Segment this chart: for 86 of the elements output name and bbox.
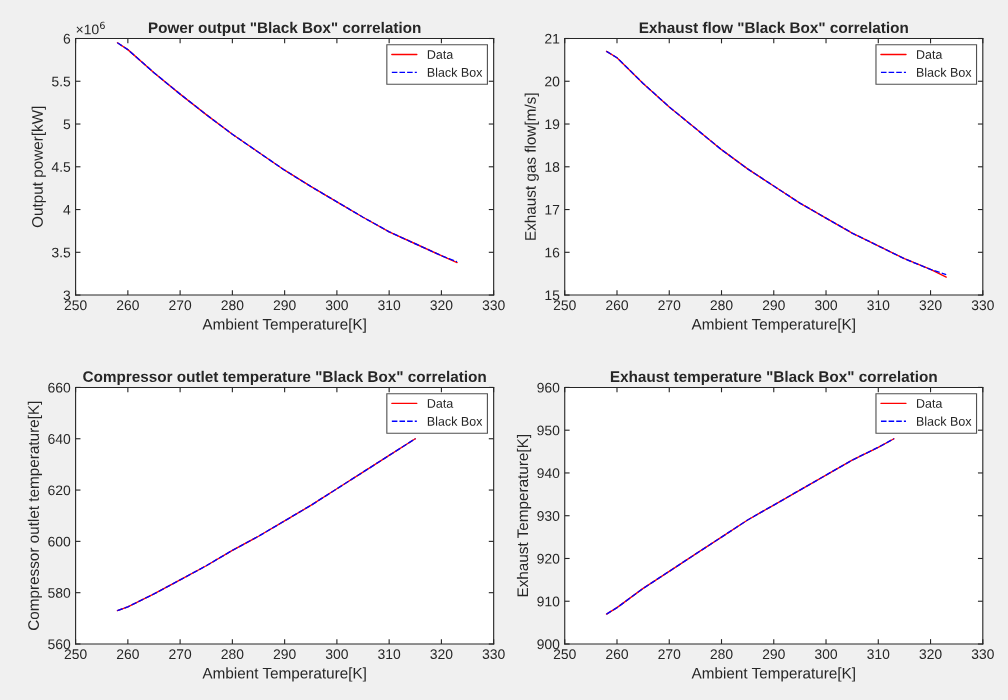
y-tick-label: 6: [63, 33, 71, 44]
y-tick-label: 930: [537, 511, 560, 521]
y-tick-label: 4: [63, 205, 71, 215]
legend-label: Black Box: [427, 67, 483, 77]
x-tick-label: 300: [325, 300, 348, 311]
line-series: [116, 438, 416, 612]
chart-title: Compressor outlet temperature "Black Box" correlation: [83, 370, 486, 386]
x-tick-label: 260: [606, 649, 629, 660]
legend-label: Data: [427, 50, 454, 59]
y-axis-title: Exhaust gas flow[m/s]: [524, 93, 539, 240]
x-tick-label: 270: [658, 649, 681, 660]
x-axis-title: Ambient Temperature[K]: [691, 667, 855, 682]
x-tick-label: 320: [430, 300, 453, 311]
y-axis-title: Exhaust Temperature[K]: [516, 434, 532, 597]
x-tick-label: 250: [64, 649, 87, 660]
x-tick-label: 280: [221, 649, 244, 660]
legend-label: Data: [427, 399, 454, 408]
y-tick-label: 3: [63, 290, 71, 301]
y-tick-label: 18: [545, 162, 560, 172]
legend-label: Black Box: [427, 416, 483, 426]
y-tick-label: 950: [537, 425, 560, 436]
x-tick-label: 330: [482, 300, 505, 311]
y-tick-label: 21: [545, 33, 560, 44]
x-tick-label: 330: [971, 300, 994, 311]
x-tick-label: 320: [919, 649, 942, 660]
y-axis-title: Output power[kW]: [31, 106, 46, 228]
x-tick-label: 310: [378, 300, 401, 311]
y-tick-label: 920: [537, 553, 560, 564]
x-tick-label: 270: [658, 300, 681, 311]
chart-title: Power output "Black Box" correlation: [148, 21, 421, 37]
x-tick-label: 310: [867, 649, 890, 660]
y-tick-label: 5.5: [51, 76, 71, 87]
y-tick-label: 560: [48, 639, 71, 650]
x-tick-label: 290: [273, 300, 296, 311]
y-tick-label: 940: [537, 468, 560, 479]
y-tick-label: 4.5: [51, 162, 71, 172]
x-axis-title: Ambient Temperature[K]: [202, 667, 366, 682]
legend-label: Black Box: [917, 67, 972, 77]
y-tick-label: 960: [537, 382, 560, 393]
x-tick-label: 250: [553, 649, 576, 660]
x-tick-label: 320: [919, 300, 942, 311]
x-axis-title: Ambient Temperature[K]: [691, 318, 855, 333]
y-tick-label: 20: [545, 76, 560, 87]
y-tick-label: 3.5: [51, 247, 71, 258]
text: ×10$^{6}$: [76, 21, 105, 35]
y-tick-label: 15: [545, 290, 560, 301]
x-tick-label: 290: [762, 300, 785, 311]
y-tick-label: 580: [48, 588, 71, 598]
y-tick-label: 660: [48, 382, 71, 393]
x-tick-label: 280: [221, 300, 244, 311]
x-tick-label: 270: [169, 300, 192, 311]
x-tick-label: 290: [762, 649, 785, 660]
x-tick-label: 310: [378, 649, 401, 660]
y-tick-label: 19: [545, 119, 560, 130]
x-tick-label: 280: [710, 300, 733, 311]
y-tick-label: 5: [63, 119, 71, 130]
x-tick-label: 300: [814, 649, 838, 660]
y-tick-label: 16: [545, 247, 560, 258]
line-series: [605, 438, 895, 615]
x-tick-label: 260: [116, 300, 139, 311]
x-tick-label: 250: [64, 300, 87, 311]
x-tick-label: 260: [606, 300, 629, 311]
y-tick-label: 600: [48, 536, 71, 547]
x-tick-label: 310: [867, 300, 890, 311]
x-tick-label: 270: [169, 649, 192, 660]
x-tick-label: 300: [325, 649, 348, 660]
y-tick-label: 910: [537, 596, 560, 607]
x-tick-label: 300: [814, 300, 838, 311]
y-tick-label: 640: [48, 434, 71, 444]
legend-label: Data: [917, 50, 943, 59]
chart-title: Exhaust flow "Black Box" correlation: [639, 21, 908, 34]
x-tick-label: 320: [430, 649, 453, 660]
x-tick-label: 330: [482, 649, 505, 660]
y-tick-label: 17: [545, 205, 560, 215]
x-tick-label: 250: [553, 300, 576, 311]
x-tick-label: 280: [710, 649, 733, 660]
x-tick-label: 330: [971, 649, 994, 660]
legend-label: Black Box: [917, 416, 972, 426]
y-tick-label: 900: [537, 639, 560, 650]
legend-label: Data: [917, 399, 943, 408]
x-tick-label: 290: [273, 649, 296, 660]
x-axis-title: Ambient Temperature[K]: [202, 318, 366, 333]
x-tick-label: 260: [116, 649, 139, 660]
chart-title: Exhaust temperature "Black Box" correlation: [610, 370, 937, 386]
y-tick-label: 620: [48, 485, 71, 496]
y-axis-title: Compressor outlet temperature[K]: [27, 401, 43, 630]
